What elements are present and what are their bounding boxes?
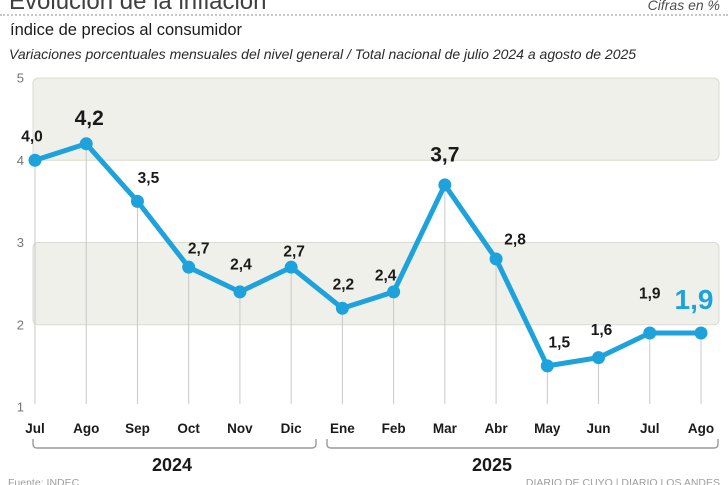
inflation-line xyxy=(32,141,704,369)
data-label: 1,9 xyxy=(675,284,714,315)
chart-description: Variaciones porcentuales mensuales del n… xyxy=(9,46,637,62)
x-axis-label: Oct xyxy=(177,421,200,436)
x-axis-label: May xyxy=(534,421,561,436)
data-label: 1,5 xyxy=(549,334,571,351)
data-point xyxy=(233,285,247,299)
data-label: 3,5 xyxy=(138,170,160,187)
year-label: 2024 xyxy=(152,455,192,475)
x-axis-label: Mar xyxy=(433,421,458,436)
chart-subtitle: índice de precios al consumidor xyxy=(10,21,243,39)
data-point xyxy=(540,359,554,373)
data-label: 1,9 xyxy=(639,285,661,302)
page-title: Evolución de la inflación xyxy=(9,0,267,15)
shaded-band xyxy=(32,77,720,161)
data-point xyxy=(694,326,708,340)
x-axis-label: Sep xyxy=(125,421,150,436)
x-axis-label: Jul xyxy=(640,421,660,436)
data-point xyxy=(335,301,349,315)
data-label: 2,8 xyxy=(504,231,526,248)
data-point xyxy=(387,285,401,299)
data-point xyxy=(284,260,298,274)
year-label: 2025 xyxy=(472,455,512,475)
source-note: Fuente: INDEC xyxy=(8,477,80,485)
x-axis-label: Abr xyxy=(484,421,508,436)
x-axis-label: Dic xyxy=(281,421,303,436)
x-axis-label: Feb xyxy=(382,421,406,436)
data-point xyxy=(489,252,503,266)
data-label: 2,4 xyxy=(375,267,397,284)
data-point xyxy=(79,137,93,151)
y-axis-tick: 1 xyxy=(17,400,24,415)
x-axis-label: Ago xyxy=(688,421,714,436)
credit-note: DIARIO DE CUYO | DIARIO LOS ANDES xyxy=(525,477,720,485)
data-label: 1,6 xyxy=(591,322,613,339)
data-label: 3,7 xyxy=(430,143,459,166)
data-point xyxy=(438,178,452,192)
data-label: 2,7 xyxy=(188,241,210,258)
data-point xyxy=(643,326,657,340)
data-label: 2,4 xyxy=(230,256,252,273)
y-axis-tick: 5 xyxy=(17,71,24,86)
data-label: 4,2 xyxy=(75,107,104,130)
x-axis-label: Jun xyxy=(587,421,611,436)
data-point xyxy=(28,153,42,167)
y-axis-tick: 4 xyxy=(17,153,24,168)
dotted-divider xyxy=(0,14,728,16)
x-axis-label: Nov xyxy=(227,421,253,436)
data-point xyxy=(182,260,196,274)
year-bracket xyxy=(326,439,719,449)
data-point xyxy=(130,194,144,208)
units-note: Cifras en % xyxy=(647,0,720,13)
y-axis-tick: 2 xyxy=(17,317,24,332)
y-axis-tick: 3 xyxy=(17,235,24,250)
data-label: 2,2 xyxy=(333,277,355,294)
x-axis-label: Jul xyxy=(25,421,45,436)
data-label: 2,7 xyxy=(283,244,305,261)
data-label: 4,0 xyxy=(21,129,43,146)
x-axis-label: Ene xyxy=(330,421,355,436)
year-bracket xyxy=(32,439,317,449)
x-axis-label: Ago xyxy=(73,421,99,436)
shaded-band xyxy=(32,242,720,326)
data-point xyxy=(592,351,606,365)
